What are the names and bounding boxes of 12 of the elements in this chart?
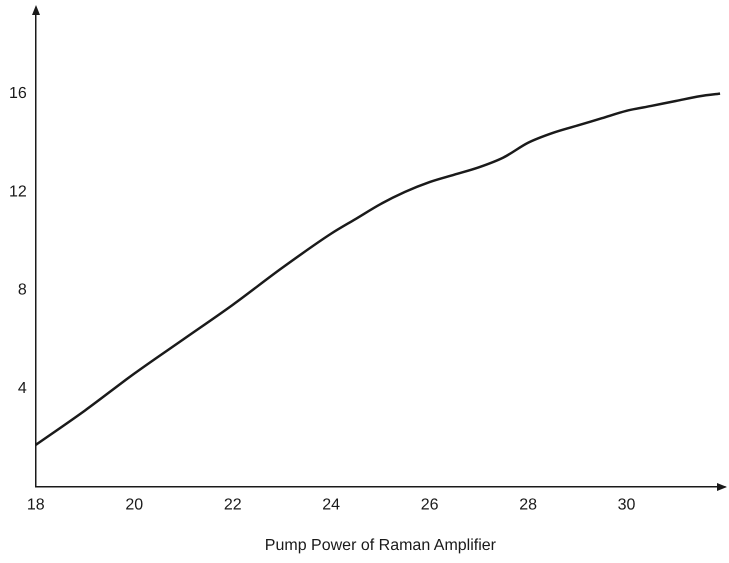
x-tick-label: 22 xyxy=(224,496,242,514)
x-tick-label: 20 xyxy=(125,496,144,514)
y-tick-label: 4 xyxy=(18,380,27,397)
x-tick-label: 30 xyxy=(618,496,636,514)
y-tick-label: 8 xyxy=(18,282,27,299)
y-tick-label: 16 xyxy=(9,85,27,102)
x-tick-label: 24 xyxy=(322,496,340,514)
x-tick-label: 18 xyxy=(26,496,45,514)
x-tick-label: 28 xyxy=(519,496,538,514)
y-tick-label: 12 xyxy=(9,183,27,200)
x-axis-title: Pump Power of Raman Amplifier xyxy=(264,536,497,554)
x-tick-label: 26 xyxy=(420,496,439,514)
